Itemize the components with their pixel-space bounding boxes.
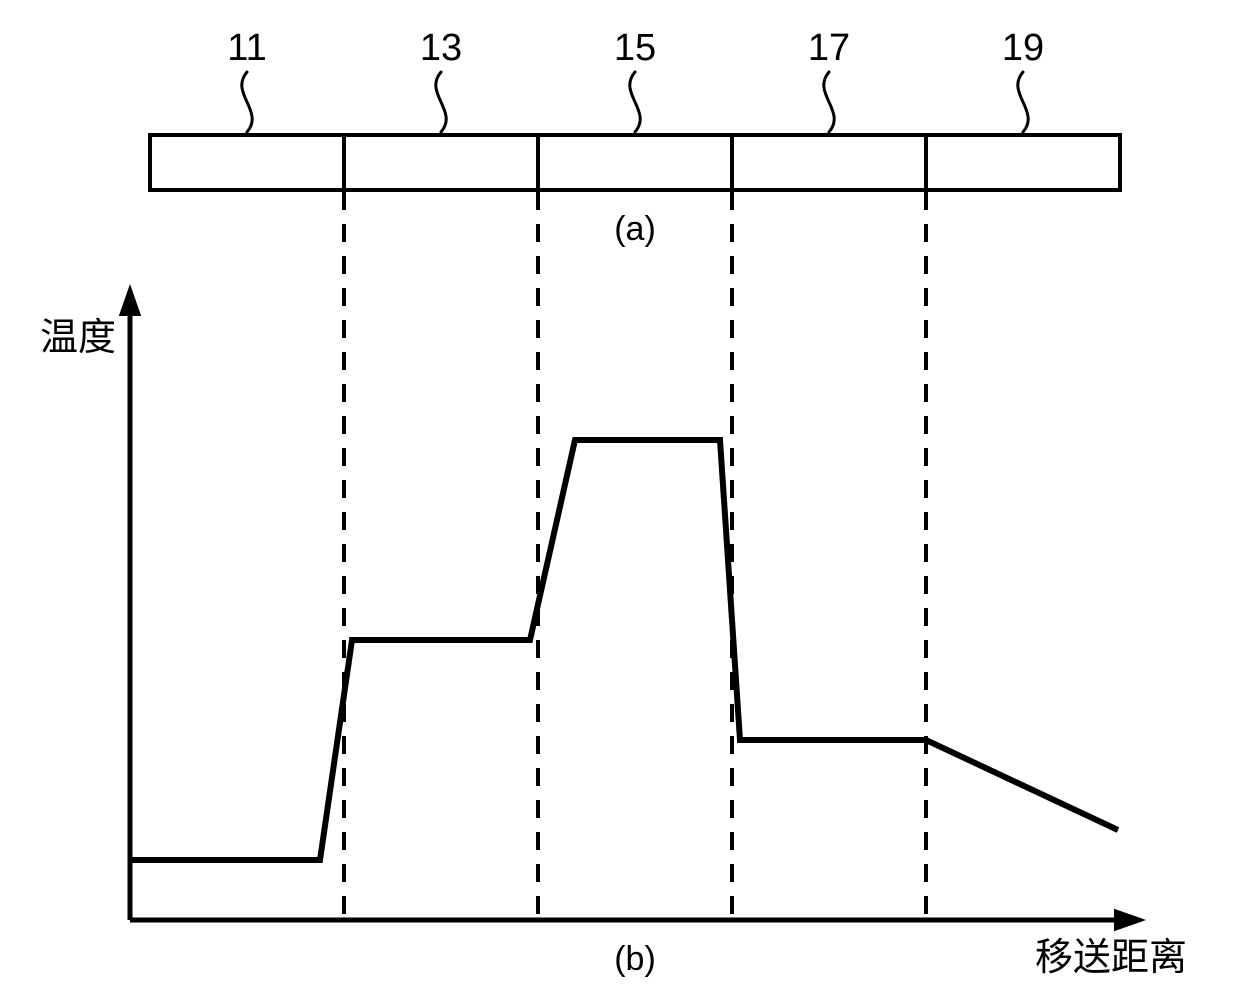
subfigure-a-label: (a) (614, 210, 656, 248)
background (0, 0, 1240, 994)
zone-label: 19 (1002, 27, 1044, 69)
y-axis-label: 温度 (40, 317, 116, 359)
x-axis-label: 移送距离 (1035, 937, 1187, 979)
zone-label: 17 (808, 27, 850, 69)
subfigure-b-label: (b) (614, 940, 656, 978)
zone-label: 15 (614, 27, 656, 69)
zone-label: 13 (420, 27, 462, 69)
zone-label: 11 (227, 27, 266, 69)
